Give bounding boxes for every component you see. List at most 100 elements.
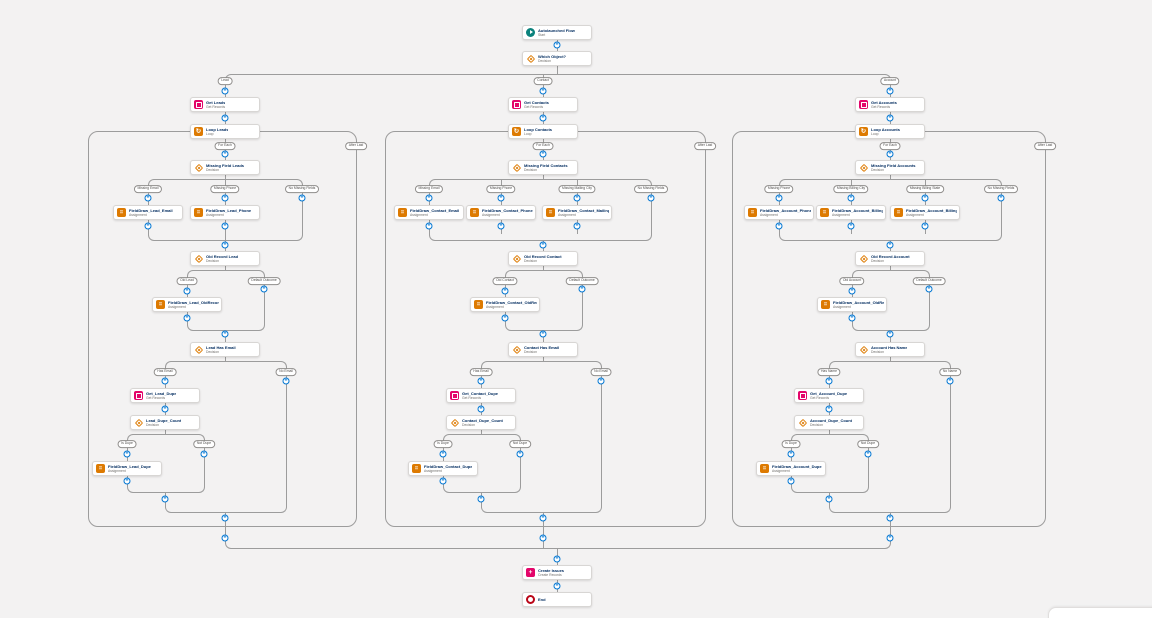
connector-label-pill[interactable]: Is Dupe — [781, 440, 801, 448]
add-element-button[interactable]: + — [161, 495, 169, 503]
add-element-button[interactable]: + — [221, 194, 229, 202]
add-element-button[interactable]: + — [647, 194, 655, 202]
node-account-dupe-count[interactable]: Account_Dupe_Count Decision — [794, 415, 864, 430]
connector-label-pill[interactable]: Old Account — [839, 277, 865, 285]
add-element-button[interactable]: + — [539, 241, 547, 249]
connector-label-pill[interactable]: Not Dupe — [193, 440, 215, 448]
connector-label-pill[interactable]: Contact — [533, 77, 553, 85]
add-element-button[interactable]: + — [497, 222, 505, 230]
add-element-button[interactable]: + — [573, 194, 581, 202]
add-element-button[interactable]: + — [539, 87, 547, 95]
add-element-button[interactable]: + — [553, 555, 561, 563]
add-element-button[interactable]: + — [775, 222, 783, 230]
connector-label-pill[interactable]: Lead — [217, 77, 233, 85]
node-fielddraw-contact-dupe[interactable]: = FieldDraw_Contact_Dupe Assignment — [408, 461, 478, 476]
node-loop-contacts[interactable]: ↻ Loop Contacts Loop — [508, 124, 578, 139]
add-element-button[interactable]: + — [825, 405, 833, 413]
connector-label-pill[interactable]: Missing Phone — [764, 185, 794, 193]
add-element-button[interactable]: + — [497, 194, 505, 202]
add-element-button[interactable]: + — [183, 287, 191, 295]
add-element-button[interactable]: + — [298, 194, 306, 202]
node-start[interactable]: Autolaunched Flow Start — [522, 25, 592, 40]
node-contact-has-email[interactable]: Contact Has Email Decision — [508, 342, 578, 357]
add-element-button[interactable]: + — [425, 194, 433, 202]
node-end[interactable]: End — [522, 592, 592, 607]
node-account-has-name[interactable]: Account Has Name Decision — [855, 342, 925, 357]
node-missing-field-contacts[interactable]: Missing Field Contacts Decision — [508, 160, 578, 175]
node-fielddraw-contact-mailing-city[interactable]: =FieldDraw_Contact_Mailing_CityAssignmen… — [542, 205, 612, 220]
add-element-button[interactable]: + — [847, 222, 855, 230]
add-element-button[interactable]: + — [825, 495, 833, 503]
add-element-button[interactable]: + — [221, 114, 229, 122]
node-old-record-lead[interactable]: Old Record Lead Decision — [190, 251, 260, 266]
add-element-button[interactable]: + — [221, 514, 229, 522]
add-element-button[interactable]: + — [864, 450, 872, 458]
add-element-button[interactable]: + — [921, 222, 929, 230]
node-loop-leads[interactable]: ↻ Loop Leads Loop — [190, 124, 260, 139]
add-element-button[interactable]: + — [921, 194, 929, 202]
connector-label-pill[interactable]: No Missing Fields — [984, 185, 1018, 193]
connector-label-pill[interactable]: Missing Email — [133, 185, 163, 193]
node-loop-accounts[interactable]: ↻ Loop Accounts Loop — [855, 124, 925, 139]
add-element-button[interactable]: + — [553, 41, 561, 49]
add-element-button[interactable]: + — [123, 450, 131, 458]
node-get-contacts[interactable]: Get Contacts Get Records — [508, 97, 578, 112]
connector-label-pill[interactable]: Missing Phone — [486, 185, 516, 193]
add-element-button[interactable]: + — [539, 330, 547, 338]
connector-label-pill[interactable]: After Last — [345, 142, 367, 150]
add-element-button[interactable]: + — [946, 377, 954, 385]
node-fielddraw-account-dupe[interactable]: = FieldDraw_Account_Dupe Assignment — [756, 461, 826, 476]
node-fielddraw-lead-oldrecord[interactable]: = FieldDraw_Lead_OldRecord Assignment — [152, 297, 222, 312]
add-element-button[interactable]: + — [123, 477, 131, 485]
add-element-button[interactable]: + — [553, 582, 561, 590]
add-element-button[interactable]: + — [848, 314, 856, 322]
connector-label-pill[interactable]: Missing Billing State — [906, 185, 944, 193]
add-element-button[interactable]: + — [925, 285, 933, 293]
add-element-button[interactable]: + — [775, 194, 783, 202]
add-element-button[interactable]: + — [161, 405, 169, 413]
add-element-button[interactable]: + — [847, 194, 855, 202]
add-element-button[interactable]: + — [501, 314, 509, 322]
add-element-button[interactable]: + — [477, 495, 485, 503]
add-element-button[interactable]: + — [425, 222, 433, 230]
add-element-button[interactable]: + — [477, 377, 485, 385]
connector-label-pill[interactable]: After Last — [1034, 142, 1056, 150]
add-element-button[interactable]: + — [144, 194, 152, 202]
add-element-button[interactable]: + — [161, 377, 169, 385]
node-fielddraw-account-billing-city[interactable]: =FieldDraw_Account_Billing_CityAssignmen… — [816, 205, 886, 220]
add-element-button[interactable]: + — [886, 114, 894, 122]
node-lead-dupe-count[interactable]: Lead_Dupe_Count Decision — [130, 415, 200, 430]
node-fielddraw-account-billing-state[interactable]: =FieldDraw_Account_Billing_StateAssignme… — [890, 205, 960, 220]
add-element-button[interactable]: + — [787, 477, 795, 485]
connector-label-pill[interactable]: Missing Email — [414, 185, 444, 193]
node-contact-dupe-count[interactable]: Contact_Dupe_Count Decision — [446, 415, 516, 430]
add-element-button[interactable]: + — [825, 377, 833, 385]
add-element-button[interactable]: + — [221, 222, 229, 230]
node-old-record-account[interactable]: Old Record Account Decision — [855, 251, 925, 266]
add-element-button[interactable]: + — [597, 377, 605, 385]
connector-label-pill[interactable]: Missing Phone — [210, 185, 240, 193]
connector-label-pill[interactable]: Not Dupe — [509, 440, 531, 448]
add-element-button[interactable]: + — [501, 287, 509, 295]
add-element-button[interactable]: + — [439, 450, 447, 458]
add-element-button[interactable]: + — [439, 477, 447, 485]
add-element-button[interactable]: + — [886, 514, 894, 522]
node-get-leads[interactable]: Get Leads Get Records — [190, 97, 260, 112]
connector-label-pill[interactable]: No Email — [590, 368, 612, 376]
connector-label-pill[interactable]: For Each — [214, 142, 236, 150]
add-element-button[interactable]: + — [144, 222, 152, 230]
connector-label-pill[interactable]: Missing Mailing City — [558, 185, 596, 193]
add-element-button[interactable]: + — [282, 377, 290, 385]
connector-label-pill[interactable]: No Email — [275, 368, 297, 376]
add-element-button[interactable]: + — [886, 330, 894, 338]
add-element-button[interactable]: + — [886, 241, 894, 249]
connector-label-pill[interactable]: For Each — [879, 142, 901, 150]
add-element-button[interactable]: + — [539, 534, 547, 542]
add-element-button[interactable]: + — [539, 114, 547, 122]
connector-label-pill[interactable]: Account — [880, 77, 900, 85]
add-element-button[interactable]: + — [221, 330, 229, 338]
add-element-button[interactable]: + — [183, 314, 191, 322]
